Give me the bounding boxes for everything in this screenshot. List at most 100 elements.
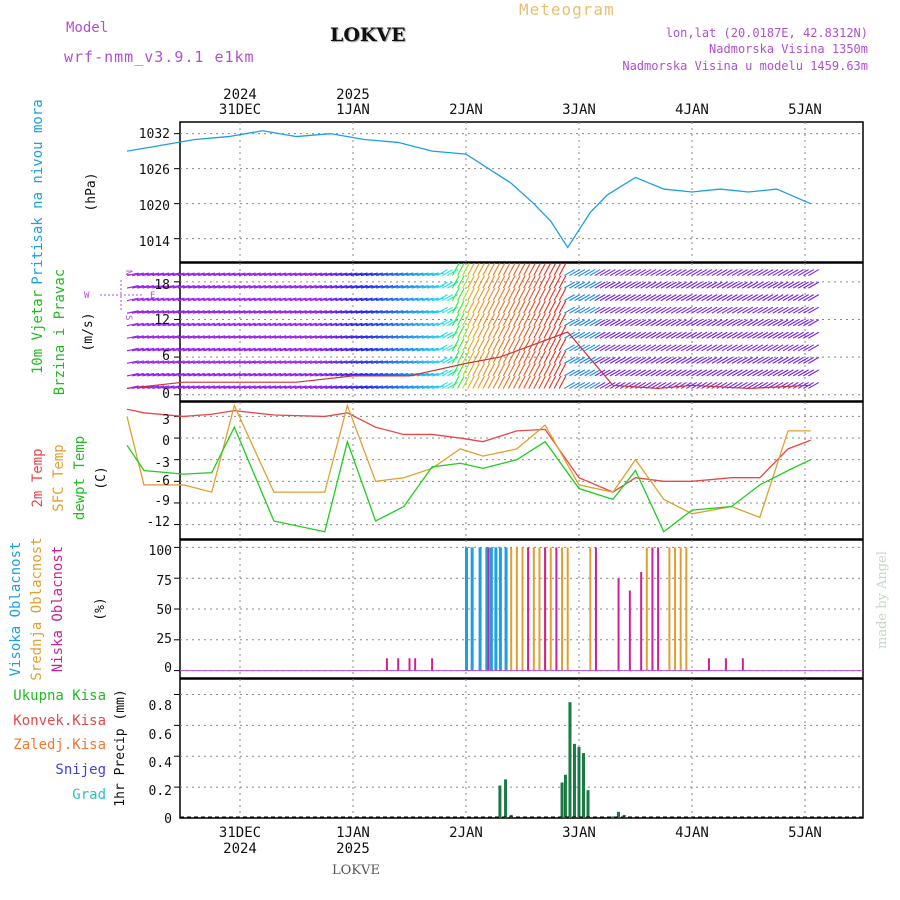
wind-barb <box>482 363 491 377</box>
wind-barb <box>736 294 748 302</box>
wind-barb <box>279 285 292 289</box>
wind-barb <box>142 272 155 277</box>
wind-barb <box>315 285 327 289</box>
wind-barb <box>599 369 611 377</box>
wind-barb <box>558 275 567 289</box>
wind-barb <box>797 344 809 352</box>
wind-barb <box>782 381 794 389</box>
wind-barb <box>386 272 399 277</box>
wind-barb <box>187 335 200 339</box>
wind-barb <box>772 344 784 352</box>
wind-barb <box>172 385 185 389</box>
wind-barb <box>762 369 774 377</box>
wind-barb <box>172 322 185 327</box>
wind-barb <box>487 375 496 389</box>
wind-barb <box>777 306 789 314</box>
precip-unit: 1hr Precip (mm) <box>113 689 128 806</box>
wind-barb <box>396 272 409 277</box>
wind-barb <box>177 372 190 377</box>
wind-barb <box>254 385 266 389</box>
wind-barb <box>228 297 241 302</box>
wind-barb <box>218 360 231 364</box>
wind-barb <box>203 385 216 389</box>
wind-barb <box>223 272 236 277</box>
wind-barb <box>447 306 459 314</box>
wind-barb <box>726 281 738 289</box>
wind-barb <box>126 272 139 277</box>
wind-barb <box>808 331 820 339</box>
wind-barb <box>574 294 586 302</box>
wind-barb <box>645 319 657 327</box>
wind-barb <box>162 310 175 314</box>
wind-barb <box>421 285 434 289</box>
wind-barb <box>248 347 261 352</box>
wind-barb <box>625 294 636 302</box>
cloud-bar <box>741 658 744 671</box>
wind-barb <box>309 335 322 339</box>
wind-barb <box>187 310 200 314</box>
wind-barb <box>416 385 429 389</box>
wind-barb <box>147 347 160 352</box>
wind-barb <box>233 347 246 352</box>
wind-barb <box>462 350 470 364</box>
cloud-bar <box>431 658 434 671</box>
temp-panel-frame <box>179 401 864 540</box>
wind-barb <box>376 385 389 389</box>
wind-barb <box>569 294 581 302</box>
wind-barb <box>152 372 165 377</box>
top-year-2: 2025 <box>336 87 370 103</box>
wind-barb <box>274 297 287 302</box>
wind-barb <box>680 344 692 352</box>
wind-barb <box>248 297 261 302</box>
wind-barb <box>528 375 536 389</box>
wind-barb <box>619 294 631 302</box>
wind-barb <box>126 372 139 377</box>
wind-barb <box>315 335 327 339</box>
wind-barb <box>604 306 616 314</box>
precip-tick: 0.4 <box>149 756 173 771</box>
wind-barb <box>218 297 231 302</box>
wind-barb <box>518 313 526 326</box>
wind-barb <box>401 285 414 289</box>
wind-barb <box>579 281 591 289</box>
wind-barb <box>254 285 266 289</box>
wind-barb <box>640 356 652 364</box>
wind-barb <box>147 297 160 302</box>
wind-barb <box>706 306 718 314</box>
wind-barb <box>451 262 460 276</box>
wind-barb <box>670 369 682 377</box>
wind-barb <box>294 285 307 289</box>
wind-barb <box>665 356 677 364</box>
wind-barb <box>492 363 501 377</box>
wind-barb <box>533 338 541 352</box>
wind-barb <box>137 272 150 277</box>
wind-barb <box>721 281 733 289</box>
wind-barb <box>599 319 611 327</box>
wind-barb <box>218 335 231 339</box>
wind-barb <box>675 319 687 327</box>
wind-barb <box>416 372 429 377</box>
wind-barb <box>548 262 557 276</box>
precip-tick: 0.2 <box>149 784 172 799</box>
wind-barb <box>284 322 297 327</box>
wind-barb <box>406 385 419 389</box>
top-day-1: 31DEC <box>219 102 261 118</box>
wind-barb <box>670 281 682 289</box>
wind-barb <box>752 331 764 339</box>
wind-barb <box>254 372 266 377</box>
wind-barb <box>447 356 459 364</box>
wind-barb <box>696 319 708 327</box>
wind-barb <box>457 350 465 364</box>
wind-barb <box>213 322 226 327</box>
wind-barb <box>599 294 611 302</box>
wind-barb <box>655 319 667 327</box>
wind-barb <box>441 306 453 314</box>
wind-barb <box>350 347 363 352</box>
wind-barb <box>299 297 312 302</box>
wind-barb <box>716 306 728 314</box>
wind-barb <box>502 313 511 326</box>
wind-barb <box>213 285 226 289</box>
wind-barb <box>330 385 343 389</box>
wind-barb <box>543 313 552 326</box>
wind-barb <box>792 294 804 302</box>
